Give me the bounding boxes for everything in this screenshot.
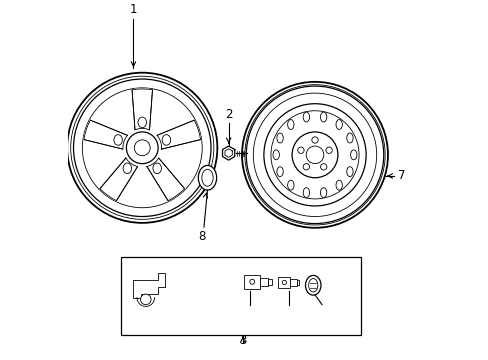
- Bar: [121, 257, 360, 335]
- Ellipse shape: [276, 133, 283, 143]
- Text: 7: 7: [397, 170, 405, 183]
- Polygon shape: [84, 120, 127, 149]
- Ellipse shape: [303, 112, 309, 122]
- Ellipse shape: [253, 93, 376, 216]
- Ellipse shape: [287, 180, 293, 190]
- Text: 2: 2: [224, 108, 232, 121]
- Text: 1: 1: [129, 3, 137, 15]
- Ellipse shape: [308, 279, 317, 292]
- Ellipse shape: [335, 120, 342, 130]
- Polygon shape: [132, 89, 152, 130]
- Ellipse shape: [162, 135, 170, 145]
- Ellipse shape: [114, 135, 122, 145]
- Ellipse shape: [297, 147, 304, 153]
- Ellipse shape: [73, 79, 211, 216]
- Ellipse shape: [126, 132, 158, 164]
- Ellipse shape: [320, 188, 326, 198]
- Ellipse shape: [249, 279, 254, 284]
- Ellipse shape: [282, 280, 286, 284]
- Ellipse shape: [325, 147, 331, 153]
- Ellipse shape: [320, 164, 326, 170]
- Text: 3: 3: [239, 334, 246, 347]
- Bar: [296, 280, 299, 285]
- Ellipse shape: [287, 120, 293, 130]
- Polygon shape: [100, 158, 137, 201]
- Ellipse shape: [272, 150, 279, 160]
- Ellipse shape: [303, 164, 309, 170]
- Ellipse shape: [305, 275, 320, 295]
- Polygon shape: [157, 120, 200, 149]
- Bar: [290, 279, 296, 285]
- Text: 4: 4: [321, 307, 328, 320]
- Ellipse shape: [153, 163, 161, 174]
- Ellipse shape: [346, 167, 352, 177]
- Text: 5: 5: [285, 307, 292, 320]
- Polygon shape: [222, 146, 234, 160]
- Polygon shape: [133, 273, 165, 298]
- Ellipse shape: [320, 112, 326, 122]
- Ellipse shape: [242, 82, 387, 228]
- Ellipse shape: [335, 180, 342, 190]
- Bar: [267, 279, 271, 284]
- Ellipse shape: [303, 188, 309, 198]
- Ellipse shape: [276, 167, 283, 177]
- Text: 6: 6: [245, 307, 253, 320]
- Bar: [244, 275, 260, 289]
- Ellipse shape: [311, 137, 318, 143]
- Bar: [260, 278, 267, 286]
- Ellipse shape: [291, 132, 337, 178]
- Ellipse shape: [123, 163, 131, 174]
- Ellipse shape: [67, 73, 217, 223]
- Text: 8: 8: [198, 230, 205, 243]
- Polygon shape: [147, 158, 184, 201]
- Bar: [277, 277, 290, 288]
- Ellipse shape: [264, 104, 366, 206]
- Ellipse shape: [346, 133, 352, 143]
- Ellipse shape: [350, 150, 356, 160]
- Ellipse shape: [198, 165, 216, 190]
- Ellipse shape: [138, 117, 146, 128]
- Ellipse shape: [246, 86, 383, 224]
- Ellipse shape: [140, 294, 151, 305]
